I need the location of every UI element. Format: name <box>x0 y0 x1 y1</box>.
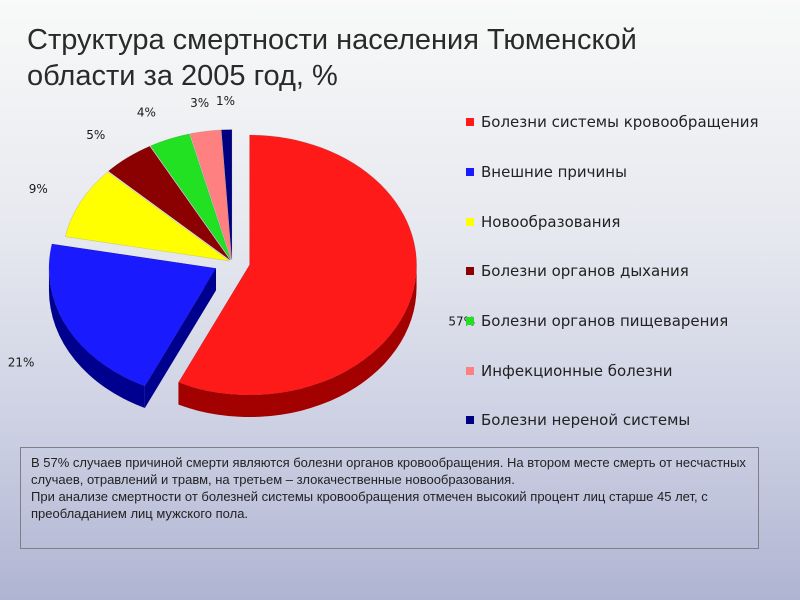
chart-title: Структура смертности населения Тюменской… <box>27 24 637 92</box>
legend-swatch <box>466 317 474 325</box>
pie-slice-side <box>48 268 145 408</box>
legend-label: Внешние причины <box>481 163 627 181</box>
summary-note: В 57% случаев причиной смерти являются б… <box>20 447 759 549</box>
legend-item: Болезни системы кровообращения <box>466 112 759 132</box>
pie-slice-wall <box>144 268 216 408</box>
legend-swatch <box>466 118 474 126</box>
pie-slice <box>107 145 231 261</box>
data-label: 9% <box>29 182 48 196</box>
pie-slice <box>189 129 232 260</box>
legend-label: Болезни системы кровообращения <box>481 113 759 131</box>
legend-swatch <box>466 218 474 226</box>
pie-labels: 57%21%9%5%4%3% 1% <box>8 94 475 369</box>
legend-item: Болезни нереной системы <box>466 410 690 430</box>
pie-tops <box>48 129 417 396</box>
pie-slice <box>221 129 233 260</box>
pie-slice <box>48 243 217 387</box>
legend-item: Болезни органов дыхания <box>466 261 689 281</box>
data-label: 3% <box>190 96 209 110</box>
legend-item: Внешние причины <box>466 162 627 182</box>
data-label: 21% <box>8 355 35 369</box>
pie-slice <box>149 133 232 261</box>
legend-swatch <box>466 168 474 176</box>
pie-slice <box>178 134 417 396</box>
data-label: 4% <box>137 105 156 119</box>
legend-label: Болезни органов пищеварения <box>481 312 729 330</box>
legend-item: Новообразования <box>466 212 620 232</box>
data-label: 5% <box>86 128 105 142</box>
data-label: 1% <box>216 94 235 108</box>
note-paragraph: В 57% случаев причиной смерти являются б… <box>31 455 746 487</box>
pie-slice <box>64 171 230 262</box>
legend-swatch <box>466 416 474 424</box>
pie-slice-side <box>178 265 417 418</box>
legend-item: Инфекционные болезни <box>466 361 673 381</box>
legend-swatch <box>466 267 474 275</box>
legend-label: Болезни нереной системы <box>481 411 691 429</box>
legend-label: Новообразования <box>481 213 621 231</box>
note-paragraph: При анализе смертности от болезней систе… <box>31 489 708 521</box>
legend-swatch <box>466 367 474 375</box>
legend-item: Болезни органов пищеварения <box>466 311 728 331</box>
legend-label: Инфекционные болезни <box>481 362 673 380</box>
legend-label: Болезни органов дыхания <box>481 262 689 280</box>
